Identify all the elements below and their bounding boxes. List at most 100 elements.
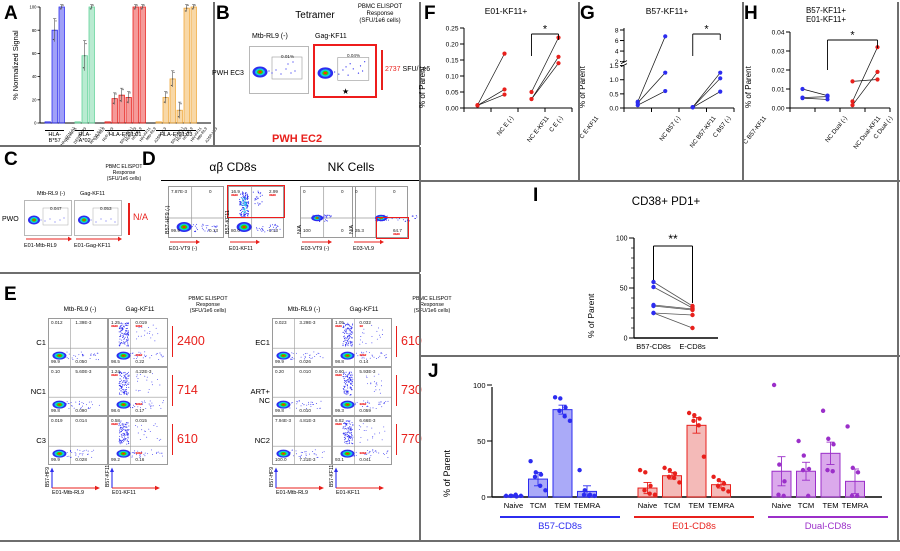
panel-e-elispot-line3: (SFU/1e6 cells)	[398, 308, 466, 314]
svg-text:0.25: 0.25	[446, 25, 459, 32]
panel-d-group1-underline	[161, 180, 291, 181]
panel-e-quad-ll: 98.5	[111, 359, 120, 364]
panel-e-cell-C3-pos[interactable]: 0.58 **** 0.015 99.2 0.16 ****	[108, 416, 168, 465]
panel-a-point	[192, 8, 193, 9]
divider-e-bottom	[0, 540, 420, 542]
panel-e-cell-C1-neg[interactable]: 0.012 1.39E-3 99.9 0.050	[48, 318, 108, 367]
panel-e-cell-C3-neg[interactable]: 0.019 0.014 99.9 0.028	[48, 416, 108, 465]
svg-text:4: 4	[615, 48, 619, 55]
panel-e-cell-ART+ NC-pos[interactable]: 0.60 **** 5.93E-3 99.3 0.059 ****	[332, 367, 392, 416]
panel-a-point	[60, 8, 61, 9]
panel-e-cell-ART+ NC-neg[interactable]: 0.20 0.010 99.8 0.010	[272, 367, 332, 416]
panel-a-point	[92, 5, 93, 6]
svg-text:0.02: 0.02	[772, 67, 785, 74]
divider-c-e	[0, 272, 420, 274]
panel-f-plot[interactable]: 0.00 0.05 0.10 0.15 0.20 0.25 *	[452, 28, 580, 112]
panel-a-bar[interactable]	[184, 8, 189, 123]
panel-e-quad-ul: 0.10	[51, 369, 60, 374]
panel-e-row-label-NC2: NC2	[240, 436, 270, 445]
panel-e-response-bracket-C1	[172, 326, 173, 357]
panel-b-gate2-value: 0.04%	[347, 53, 360, 58]
panel-e-cell-C1-pos[interactable]: 1.25 **** 0.019 **** 98.5 0.22 ****	[108, 318, 168, 367]
divider-fgh-i	[420, 180, 900, 182]
panel-d-quad-ll: 80.0	[231, 228, 240, 233]
panel-a-bar[interactable]	[156, 122, 161, 123]
panel-e-stars-lr: ****	[135, 403, 142, 409]
vline-d-right	[419, 147, 421, 272]
panel-b-star: ★	[342, 87, 349, 96]
panel-f-xtick-1: NC E-KF11	[525, 115, 550, 144]
panel-d-quad-ll: 35.3	[355, 228, 364, 233]
panel-e-col2-label-E-right: Gag-KF11	[334, 306, 394, 313]
panel-e-response-NC1: 714	[177, 383, 198, 397]
panel-a-point	[135, 6, 136, 7]
panel-a-bar[interactable]	[89, 7, 94, 123]
elispot-line1: PBMC ELISPOT	[344, 4, 416, 11]
panel-a-bar[interactable]	[52, 30, 57, 123]
panel-d-ylabel-nk-vt9: N/A	[297, 225, 303, 234]
panel-e-cell-EC1-pos[interactable]: 1.05 **** 0.032 ** 98.8 0.14 ****	[332, 318, 392, 367]
panel-d-quad-lr: 0.13	[209, 228, 218, 233]
panel-e-cell-EC1-neg[interactable]: 0.023 3.29E-3 99.9 0.026	[272, 318, 332, 367]
panel-e-xlabel-E-right-0: E01-Mtb-RL9	[276, 490, 308, 496]
panel-a-group-underline	[75, 130, 94, 131]
panel-h-plot[interactable]: 0.00 0.01 0.02 0.03 0.04 *	[778, 32, 898, 112]
panel-j-ylabel: % of Parent	[442, 450, 452, 497]
panel-d-ylabel-ab-mtb: B57-HF9 (-)	[165, 206, 171, 234]
panel-j-plot[interactable]: 0 50 100	[478, 385, 886, 503]
panel-e-cell-NC1-pos[interactable]: 1.24 **** 4.22E-3 98.6 0.17 ****	[108, 367, 168, 416]
panel-e-row-label-ART+ NC: ART+ NC	[240, 387, 270, 405]
panel-a-ytick-label: 40	[32, 74, 37, 79]
panel-b-col1-label: Mtb-RL9 (-)	[252, 33, 288, 40]
panel-a-bar[interactable]	[75, 122, 80, 123]
panel-e-cell-NC1-neg[interactable]: 0.10 5.60E-3 99.8 0.090	[48, 367, 108, 416]
panel-a-ytick-label: 0	[34, 121, 37, 126]
panel-a-bar[interactable]	[133, 7, 138, 123]
panel-a-bar[interactable]	[59, 7, 64, 123]
panel-a-point	[128, 97, 129, 98]
panel-e-quad-lr: 0.026	[299, 359, 311, 364]
panel-a-bar[interactable]	[191, 7, 196, 123]
panel-c-col2-label: Gag-KF11	[80, 191, 105, 197]
panel-a-point	[173, 72, 174, 73]
panel-a-point	[129, 92, 130, 93]
panel-e-row-label-C1: C1	[16, 338, 46, 347]
panel-i-plot[interactable]: 0 50 100 **	[620, 238, 726, 344]
panel-a-point	[185, 10, 186, 11]
panel-b-gate1-value: 0.01%	[281, 54, 294, 59]
panel-e-cell-NC2-neg[interactable]: 7.94E-3 4.81E-3 100.0 7.21E-3	[272, 416, 332, 465]
panel-b-plot-pos[interactable]: 0.04% ★	[313, 44, 377, 98]
panel-e-response-bracket-ART+ NC	[396, 375, 397, 406]
panel-j-group-label-1: E01-CD8s	[634, 521, 754, 532]
panel-d-plot-nk-vt9[interactable]: 0 0 100 0	[300, 186, 356, 238]
panel-c-na: N/A	[133, 212, 148, 222]
panel-d-plot-nk-vl9[interactable]: 0 0 35.3 64.7 ****	[352, 186, 408, 238]
panel-c-plot-pos[interactable]: 0.053	[74, 200, 122, 236]
panel-b-plot-neg[interactable]: 0.01%	[249, 46, 309, 94]
svg-text:1.0: 1.0	[609, 77, 618, 84]
panel-a-bar[interactable]	[140, 7, 145, 123]
panel-h-title-line1: B57-KF11+	[748, 6, 900, 15]
panel-c-xaxis2: E01-Gag-KF11	[74, 243, 111, 249]
panel-e-quad-ll: 99.9	[51, 359, 60, 364]
panel-d-quad-ur: 0	[393, 189, 396, 194]
panel-d-plot-ab-kf11[interactable]: 16.9 **** 2.99 **** 80.0 0.13	[228, 186, 284, 238]
panel-g-plot[interactable]: 0.0 0.5 1.0 1.52 4 6 8 *	[612, 28, 742, 112]
panel-e-stars-ur: ****	[135, 325, 142, 331]
panel-a-ytick-label: 60	[32, 51, 37, 56]
panel-e-stars-lr: ****	[135, 452, 142, 458]
svg-text:0.03: 0.03	[772, 48, 785, 55]
panel-d-quad-ll: 99.9	[171, 228, 180, 233]
divider-i-j	[420, 355, 900, 357]
panel-e-quad-ul: 0.012	[51, 320, 63, 325]
panel-e-quad-ll: 98.8	[335, 359, 344, 364]
panel-d-plot-ab-mtb[interactable]: 7.87E-3 0 99.9 0.13	[168, 186, 224, 238]
panel-e-response-C3: 610	[177, 432, 198, 446]
panel-e-row-label-NC1: NC1	[16, 387, 46, 396]
svg-text:0.15: 0.15	[446, 57, 459, 64]
panel-e-cell-NC2-pos[interactable]: 6.82 **** 6.66E-3 93.1 0.041 ****	[332, 416, 392, 465]
panel-a-bar[interactable]	[105, 122, 110, 123]
panel-c-plot-neg[interactable]: 0.047	[24, 200, 72, 236]
panel-a-point	[53, 39, 54, 40]
panel-a-bar[interactable]	[45, 122, 50, 123]
